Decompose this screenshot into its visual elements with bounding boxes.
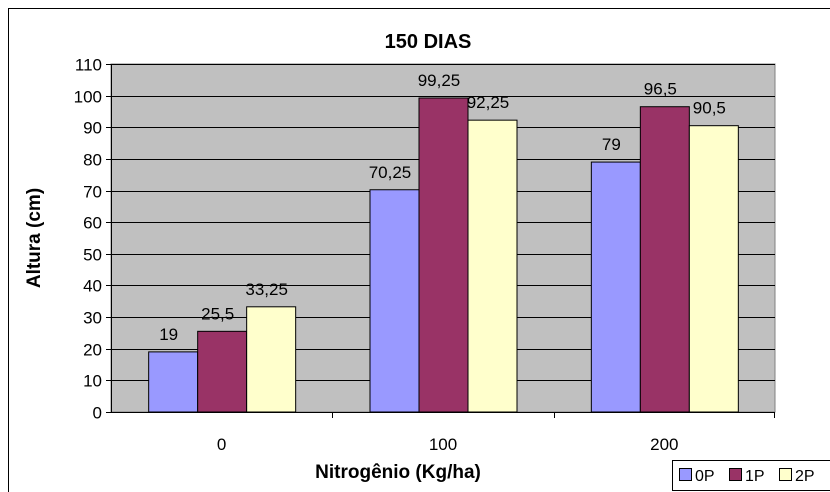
x-tick-label: 100: [429, 435, 457, 454]
x-tick-label: 0: [217, 435, 226, 454]
bar-1p-0: [198, 331, 247, 412]
y-axis-title: Altura (cm): [24, 188, 45, 288]
legend-swatch-1p: [730, 469, 742, 481]
chart-title: 150 DIAS: [385, 31, 472, 53]
data-label: 19: [159, 325, 178, 344]
y-tick-label: 0: [93, 404, 102, 423]
data-label: 79: [602, 135, 621, 154]
y-tick-label: 30: [83, 309, 102, 328]
y-tick-label: 10: [83, 372, 102, 391]
y-tick-label: 110: [75, 56, 102, 75]
bar-2p-100: [468, 120, 517, 412]
x-axis-title: Nitrogênio (Kg/ha): [315, 462, 481, 483]
y-tick-label: 40: [83, 277, 102, 296]
data-label: 25,5: [201, 304, 234, 323]
legend-label: 2P: [795, 468, 815, 485]
y-tick-label: 50: [83, 246, 102, 265]
data-label: 96,5: [644, 80, 677, 99]
data-label: 90,5: [693, 99, 726, 118]
bar-1p-200: [640, 107, 689, 412]
y-tick-label: 70: [83, 183, 102, 202]
data-label: 33,25: [245, 280, 288, 299]
y-tick-label: 90: [83, 119, 102, 138]
legend-label: 1P: [745, 468, 765, 485]
y-tick-label: 20: [83, 341, 102, 360]
x-tick-label: 200: [650, 435, 678, 454]
bar-2p-0: [247, 307, 296, 412]
data-label: 99,25: [418, 71, 461, 90]
bar-0p-200: [591, 162, 640, 412]
legend: 0P 1P 2P: [673, 461, 830, 491]
y-tick-label: 60: [83, 214, 102, 233]
legend-label: 0P: [695, 468, 715, 485]
bar-0p-100: [370, 190, 419, 412]
bar-0p-0: [149, 352, 198, 412]
y-tick-label: 100: [74, 88, 102, 107]
data-label: 92,25: [467, 93, 510, 112]
data-label: 70,25: [369, 163, 412, 182]
bar-1p-100: [419, 98, 468, 412]
y-tick-label: 80: [83, 151, 102, 170]
legend-swatch-0p: [680, 469, 692, 481]
legend-swatch-2p: [780, 469, 792, 481]
bar-2p-200: [689, 126, 738, 412]
